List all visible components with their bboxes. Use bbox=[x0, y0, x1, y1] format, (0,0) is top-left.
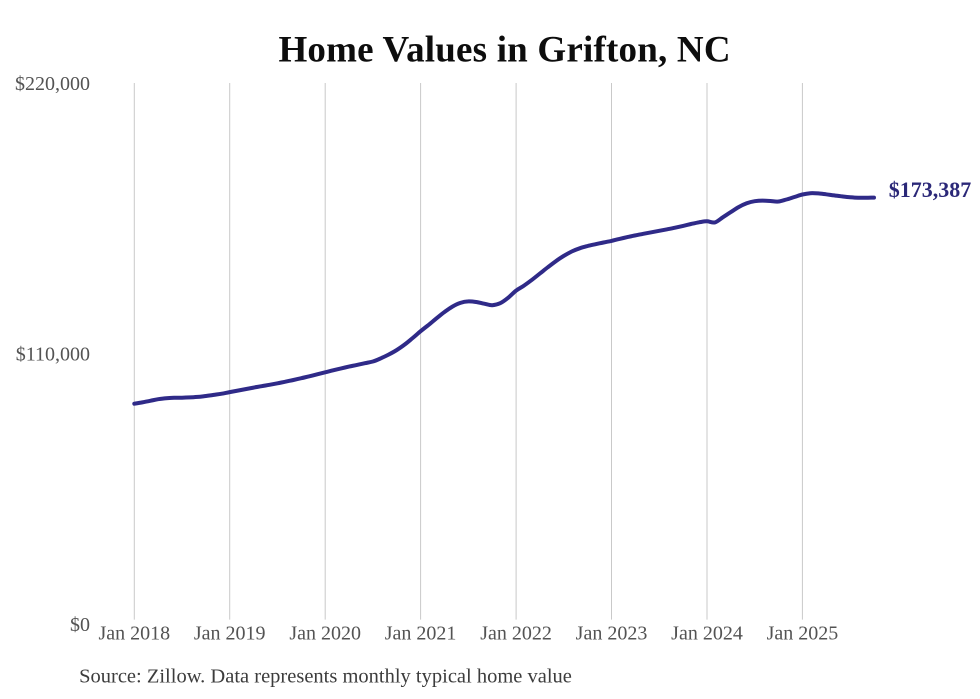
svg-text:Jan 2023: Jan 2023 bbox=[576, 623, 648, 645]
svg-text:$0: $0 bbox=[70, 614, 90, 636]
svg-text:Jan 2024: Jan 2024 bbox=[671, 623, 743, 645]
svg-text:$110,000: $110,000 bbox=[16, 344, 90, 366]
svg-text:Jan 2019: Jan 2019 bbox=[194, 623, 266, 645]
svg-text:Jan 2020: Jan 2020 bbox=[289, 623, 361, 645]
svg-text:$220,000: $220,000 bbox=[15, 73, 90, 95]
svg-text:Home Values in Grifton, NC: Home Values in Grifton, NC bbox=[278, 30, 730, 71]
svg-text:Jan 2025: Jan 2025 bbox=[767, 623, 839, 645]
svg-text:Jan 2022: Jan 2022 bbox=[480, 623, 552, 645]
svg-text:$173,387: $173,387 bbox=[889, 177, 972, 202]
svg-text:Jan 2021: Jan 2021 bbox=[385, 623, 457, 645]
svg-text:Source: Zillow. Data represent: Source: Zillow. Data represents monthly … bbox=[79, 666, 572, 688]
svg-text:Jan 2018: Jan 2018 bbox=[98, 623, 170, 645]
